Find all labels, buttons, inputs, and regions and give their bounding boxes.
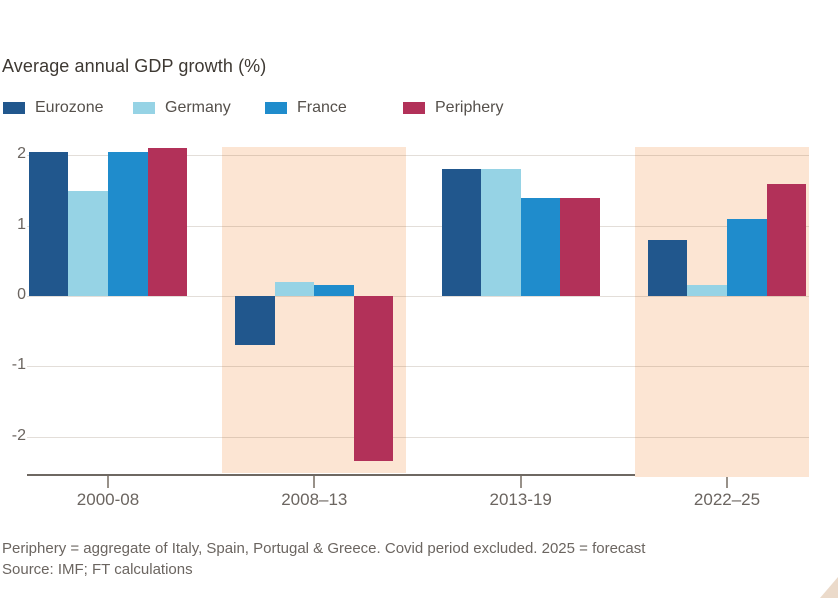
source-line: Source: IMF; FT calculations	[2, 561, 193, 578]
legend-label-france: France	[297, 99, 347, 116]
gridline-1	[27, 225, 809, 227]
bar-germany-2013-19	[481, 169, 521, 296]
bar-periphery-2008-13	[353, 296, 394, 462]
bar-france-2000-08	[108, 151, 148, 296]
legend-swatch-periphery	[403, 102, 425, 114]
legend-swatch-france	[265, 102, 287, 114]
bar-france-2008-13	[314, 285, 354, 296]
x-axis-tick-2022-25	[726, 476, 728, 488]
x-axis-label-2013-19: 2013-19	[489, 490, 552, 509]
legend-item-france: France	[265, 99, 347, 117]
gridline-0	[27, 296, 809, 297]
bar-germany-2008-13	[274, 281, 315, 296]
legend-item-germany: Germany	[133, 99, 231, 117]
legend-label-germany: Germany	[165, 99, 231, 116]
x-axis-tick-2013-19	[519, 476, 522, 488]
bar-periphery-2000-08	[147, 148, 188, 296]
ft-corner-triangle	[820, 577, 838, 598]
legend-item-periphery: Periphery	[403, 99, 503, 117]
y-axis-label-1: -1	[11, 356, 26, 374]
bar-eurozone-2022-25	[647, 239, 688, 296]
x-axis-label-2000-08: 2000-08	[76, 490, 140, 509]
bar-france-2022-25	[727, 218, 767, 296]
legend-item-eurozone: Eurozone	[3, 99, 104, 117]
gridline-1	[27, 366, 809, 368]
x-axis-line	[27, 474, 809, 476]
bar-germany-2000-08	[68, 190, 108, 296]
bar-periphery-2022-25	[766, 183, 807, 296]
legend: Eurozone Germany France Periphery	[0, 99, 840, 117]
bar-eurozone-2008-13	[235, 296, 275, 346]
legend-label-eurozone: Eurozone	[35, 99, 104, 116]
x-axis-tick-2000-08	[107, 476, 109, 488]
bar-periphery-2013-19	[560, 197, 600, 296]
legend-swatch-eurozone	[3, 102, 25, 114]
y-axis-label-0: 0	[17, 286, 26, 303]
chart-title: Average annual GDP growth (%)	[2, 56, 267, 76]
y-axis-label-1: 1	[17, 215, 26, 233]
bar-eurozone-2013-19	[441, 169, 482, 296]
y-axis-label-2: 2	[17, 145, 26, 163]
gridline-2	[27, 436, 809, 438]
legend-label-periphery: Periphery	[435, 99, 504, 116]
bar-eurozone-2000-08	[28, 151, 69, 296]
gridline-2	[27, 155, 809, 157]
x-axis-label-2022-25: 2022–25	[693, 490, 761, 509]
bar-france-2013-19	[520, 197, 561, 296]
x-axis-label-2008-13: 2008–13	[281, 490, 348, 509]
x-axis-tick-2008-13	[313, 476, 316, 488]
legend-swatch-germany	[133, 102, 155, 114]
y-axis-label-2: -2	[11, 426, 26, 444]
bar-germany-2022-25	[687, 285, 727, 296]
footnote: Periphery = aggregate of Italy, Spain, P…	[2, 540, 646, 557]
